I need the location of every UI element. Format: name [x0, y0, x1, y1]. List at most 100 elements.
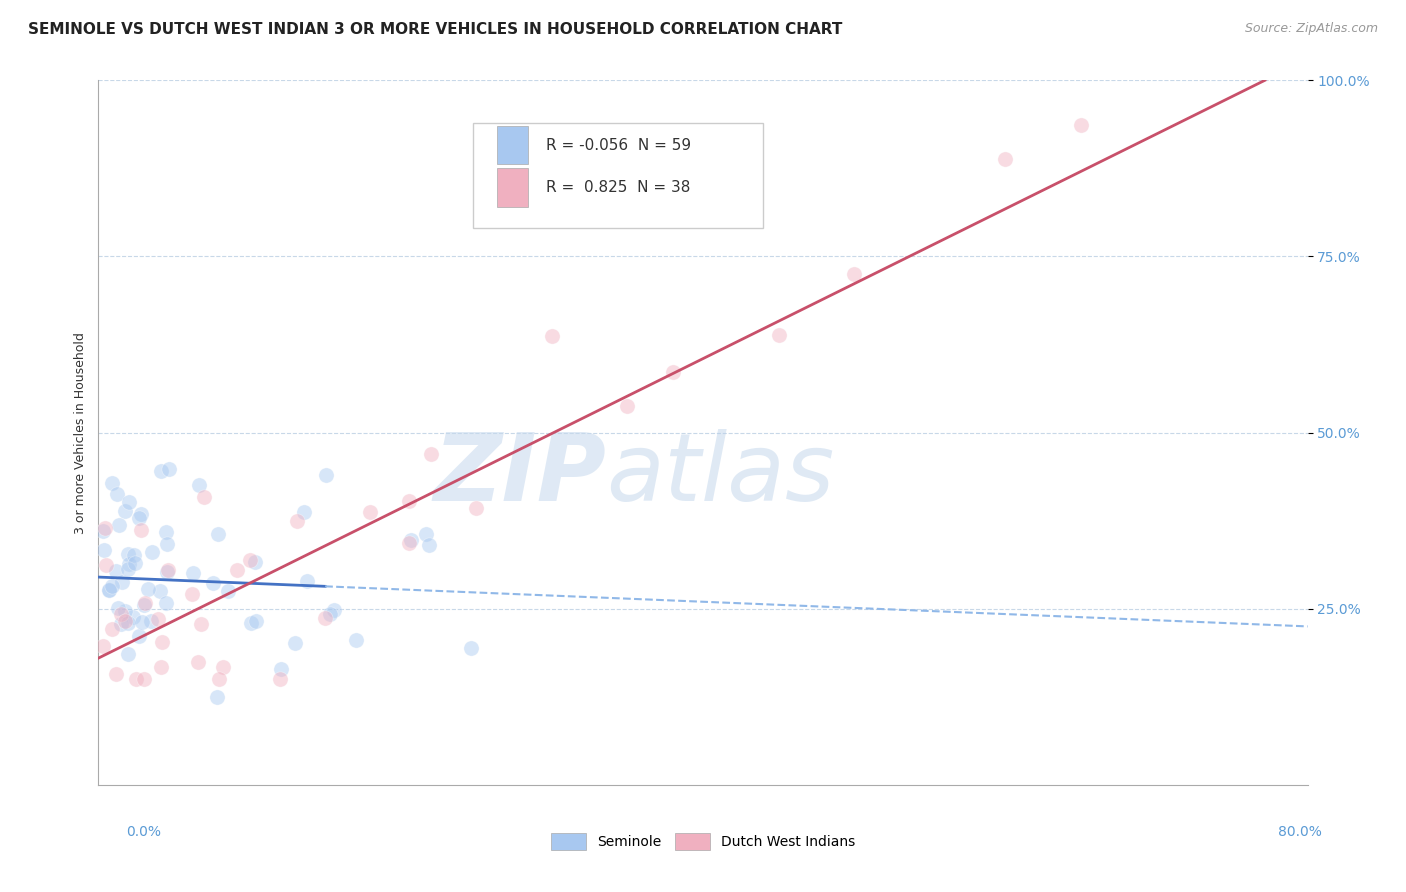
Point [207, 526, 229, 541]
Point [245, 614, 267, 628]
Point [205, 690, 228, 704]
Point [117, 615, 139, 630]
Text: 0.0%: 0.0% [127, 825, 162, 839]
Point [190, 617, 212, 632]
Point [157, 462, 180, 476]
Point [148, 583, 170, 598]
FancyBboxPatch shape [498, 126, 527, 164]
Point [225, 563, 247, 577]
Point [111, 574, 134, 589]
Point [94, 558, 117, 573]
Point [122, 610, 145, 624]
Point [129, 507, 152, 521]
Point [108, 517, 131, 532]
Point [193, 490, 215, 504]
Point [141, 545, 163, 559]
Point [156, 563, 179, 577]
Point [460, 640, 482, 655]
Point [117, 547, 139, 561]
Point [118, 557, 141, 571]
Point [107, 600, 129, 615]
Point [360, 504, 382, 518]
Point [155, 525, 177, 540]
Legend: Seminole, Dutch West Indians: Seminole, Dutch West Indians [546, 828, 860, 855]
Point [418, 538, 440, 552]
FancyBboxPatch shape [474, 122, 763, 228]
Point [128, 629, 150, 643]
Point [187, 478, 209, 492]
Point [239, 553, 262, 567]
Point [91, 524, 114, 539]
Point [110, 617, 132, 632]
Point [315, 468, 337, 483]
Point [319, 607, 342, 621]
Point [323, 603, 346, 617]
Point [150, 464, 173, 478]
Point [93, 521, 115, 535]
Point [211, 660, 233, 674]
Point [101, 579, 124, 593]
Point [202, 575, 225, 590]
Point [132, 599, 155, 613]
Point [125, 673, 148, 687]
Point [465, 501, 488, 516]
Point [208, 673, 231, 687]
Text: Source: ZipAtlas.com: Source: ZipAtlas.com [1244, 22, 1378, 36]
Point [148, 612, 170, 626]
Point [243, 555, 266, 569]
Point [101, 475, 124, 490]
Point [768, 327, 790, 342]
Point [661, 365, 683, 379]
Point [540, 329, 562, 343]
Point [344, 633, 367, 648]
Point [132, 673, 155, 687]
Point [128, 510, 150, 524]
Text: R = -0.056  N = 59: R = -0.056 N = 59 [546, 137, 690, 153]
Point [114, 604, 136, 618]
Y-axis label: 3 or more Vehicles in Household: 3 or more Vehicles in Household [75, 332, 87, 533]
Point [114, 615, 136, 629]
Point [97, 582, 120, 597]
Point [105, 487, 128, 501]
Point [398, 494, 420, 508]
Point [93, 543, 115, 558]
Point [117, 647, 139, 661]
Point [398, 536, 420, 550]
Point [616, 399, 638, 413]
Point [217, 583, 239, 598]
Text: 80.0%: 80.0% [1278, 825, 1322, 839]
Point [155, 537, 177, 551]
Point [114, 504, 136, 518]
Point [181, 566, 204, 580]
Point [141, 615, 163, 629]
Point [269, 673, 291, 687]
Text: atlas: atlas [606, 429, 835, 520]
Point [117, 562, 139, 576]
Point [131, 615, 153, 629]
Point [155, 596, 177, 610]
Point [1070, 118, 1092, 132]
Point [994, 153, 1017, 167]
Point [98, 583, 121, 598]
Point [117, 495, 139, 509]
Point [270, 661, 292, 675]
Point [124, 548, 146, 562]
Point [156, 566, 179, 580]
Point [292, 505, 315, 519]
Point [91, 639, 114, 653]
Point [187, 655, 209, 669]
Point [297, 574, 319, 589]
Point [124, 556, 146, 570]
Point [150, 634, 173, 648]
Point [138, 582, 160, 597]
Point [134, 596, 156, 610]
Point [415, 527, 437, 541]
Point [420, 447, 443, 461]
Point [104, 667, 127, 681]
Text: R =  0.825  N = 38: R = 0.825 N = 38 [546, 179, 690, 194]
Point [284, 636, 307, 650]
Point [240, 616, 263, 631]
Point [100, 622, 122, 636]
Point [129, 523, 152, 537]
Point [399, 533, 422, 548]
